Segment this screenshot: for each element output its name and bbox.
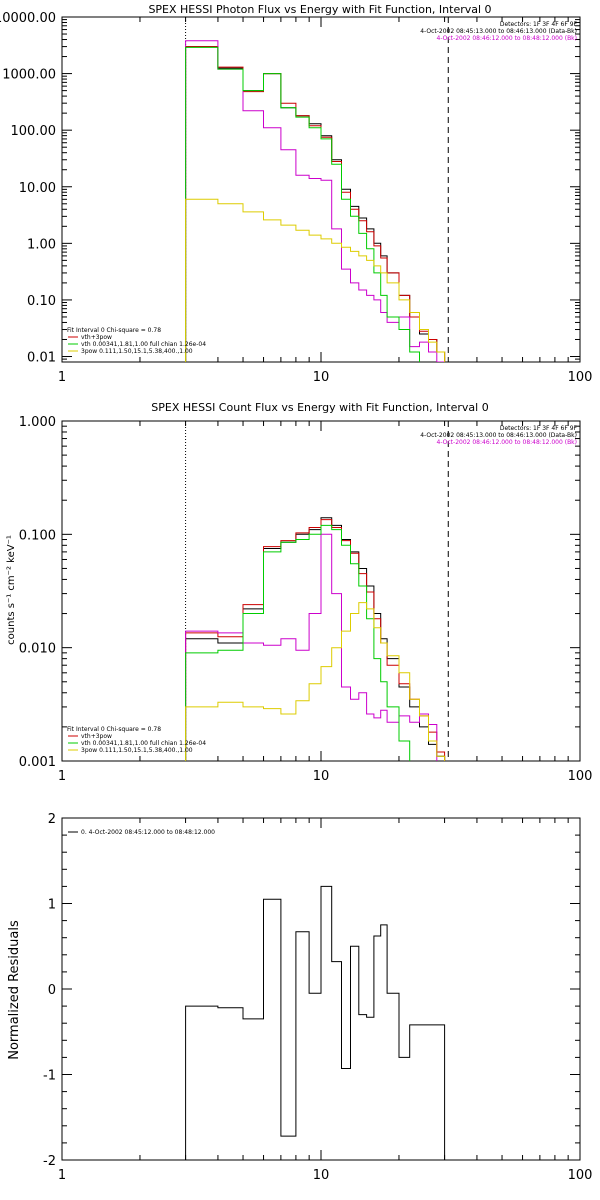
legend-label: 3pow 0.111,1.50,15.1,5.38,400.,1.00	[81, 348, 193, 355]
photon-flux-title: SPEX HESSI Photon Flux vs Energy with Fi…	[148, 3, 491, 16]
series-histogram	[185, 40, 446, 362]
legend-label: 3pow 0.111,1.50,15.1,5.38,400.,1.00	[81, 747, 193, 754]
residuals-y-axis-label: Normalized Residuals	[7, 920, 22, 1060]
x-tick-label: 10	[313, 769, 330, 784]
series-histogram	[185, 602, 446, 761]
series-histogram	[185, 198, 446, 362]
legend-label: vth 0.00341,1.81,1.00 full chian 1.26e-0…	[81, 740, 206, 747]
info-text: Detectors: 1F 3F 4F 6F 9F	[500, 21, 578, 28]
x-tick-label: 1	[58, 1168, 66, 1183]
x-tick-label: 100	[568, 1168, 593, 1183]
legend-label: Fit Interval 0 Chi-square = 0.78	[67, 726, 161, 733]
legend-label: Fit Interval 0 Chi-square = 0.78	[67, 327, 161, 334]
series-group	[185, 885, 446, 1160]
series-histogram	[185, 517, 446, 761]
y-tick-label: 10.00	[19, 181, 56, 196]
series-histogram	[185, 46, 446, 362]
y-tick-label: 1	[48, 898, 56, 913]
info-text: 4-Oct-2002 08:45:13.000 to 08:46:13.000 …	[420, 28, 577, 35]
y-tick-label: 0	[48, 983, 56, 998]
count-flux-title: SPEX HESSI Count Flux vs Energy with Fit…	[151, 401, 488, 414]
y-tick-label: 1000.00	[2, 68, 56, 83]
x-tick-label: 10	[313, 1168, 330, 1183]
y-tick-label: 1.00	[27, 237, 56, 252]
y-tick-label: 0.01	[27, 351, 56, 366]
legend-label: vth+3pow	[81, 733, 112, 740]
y-tick-label: 0.10	[27, 294, 56, 309]
count-flux-panel: SPEX HESSI Count Flux vs Energy with Fit…	[6, 401, 592, 784]
y-tick-label: 0.100	[19, 528, 56, 543]
x-tick-label: 10	[313, 370, 330, 385]
y-tick-label: 1.000	[19, 415, 56, 430]
series-histogram	[185, 46, 420, 362]
y-tick-label: 10000.00	[0, 11, 56, 26]
legend-label: vth 0.00341,1.81,1.00 full chian 1.26e-0…	[81, 341, 206, 348]
info-text: Detectors: 1F 3F 4F 6F 9F	[500, 425, 578, 432]
series-histogram	[185, 46, 446, 362]
photon-flux-panel: SPEX HESSI Photon Flux vs Energy with Fi…	[0, 3, 592, 385]
residuals-panel: Normalized Residuals 1 10 100 -2 -1 0 1 2 0. 4-O…	[7, 812, 592, 1183]
y-tick-label: 2	[48, 812, 56, 827]
count-flux-y-axis-label: counts s⁻¹ cm⁻² keV⁻¹	[6, 535, 17, 645]
info-text: 4-Oct-2002 08:45:13.000 to 08:46:13.000 …	[420, 432, 577, 439]
residuals-plot: 1 10 100 -2 -1 0 1 2 0. 4-Oct-2002 08:45:12.000 …	[43, 812, 592, 1183]
plot-frame	[61, 16, 581, 363]
y-tick-label: -2	[43, 1154, 56, 1169]
series-group	[185, 517, 446, 761]
y-tick-label: -1	[43, 1069, 56, 1084]
series-histogram	[185, 533, 438, 761]
y-tick-label: 0.010	[19, 642, 56, 657]
legend-label: vth+3pow	[81, 334, 112, 341]
series-group	[185, 40, 446, 362]
x-tick-label: 1	[58, 769, 66, 784]
y-tick-label: 100.00	[11, 124, 57, 139]
x-tick-label: 100	[568, 769, 593, 784]
y-tick-label: 0.001	[19, 755, 56, 770]
info-text: 4-Oct-2002 08:46:12.000 to 08:48:12.000 …	[437, 35, 578, 42]
series-histogram	[185, 524, 411, 761]
legend-label: 0. 4-Oct-2002 08:45:12.000 to 08:48:12.0…	[81, 829, 215, 836]
x-tick-label: 100	[568, 370, 593, 385]
series-histogram	[185, 885, 446, 1160]
x-tick-label: 1	[58, 370, 66, 385]
photon-flux-plot: 1 10 100 0.01 0.10 1.00 10.00 100.00 1000.00 1000…	[0, 11, 592, 385]
info-text: 4-Oct-2002 08:46:12.000 to 08:48:12.000 …	[437, 439, 578, 446]
count-flux-plot: 1 10 100 0.001 0.010 0.100 1.000 Detectors: 1F …	[19, 415, 593, 784]
